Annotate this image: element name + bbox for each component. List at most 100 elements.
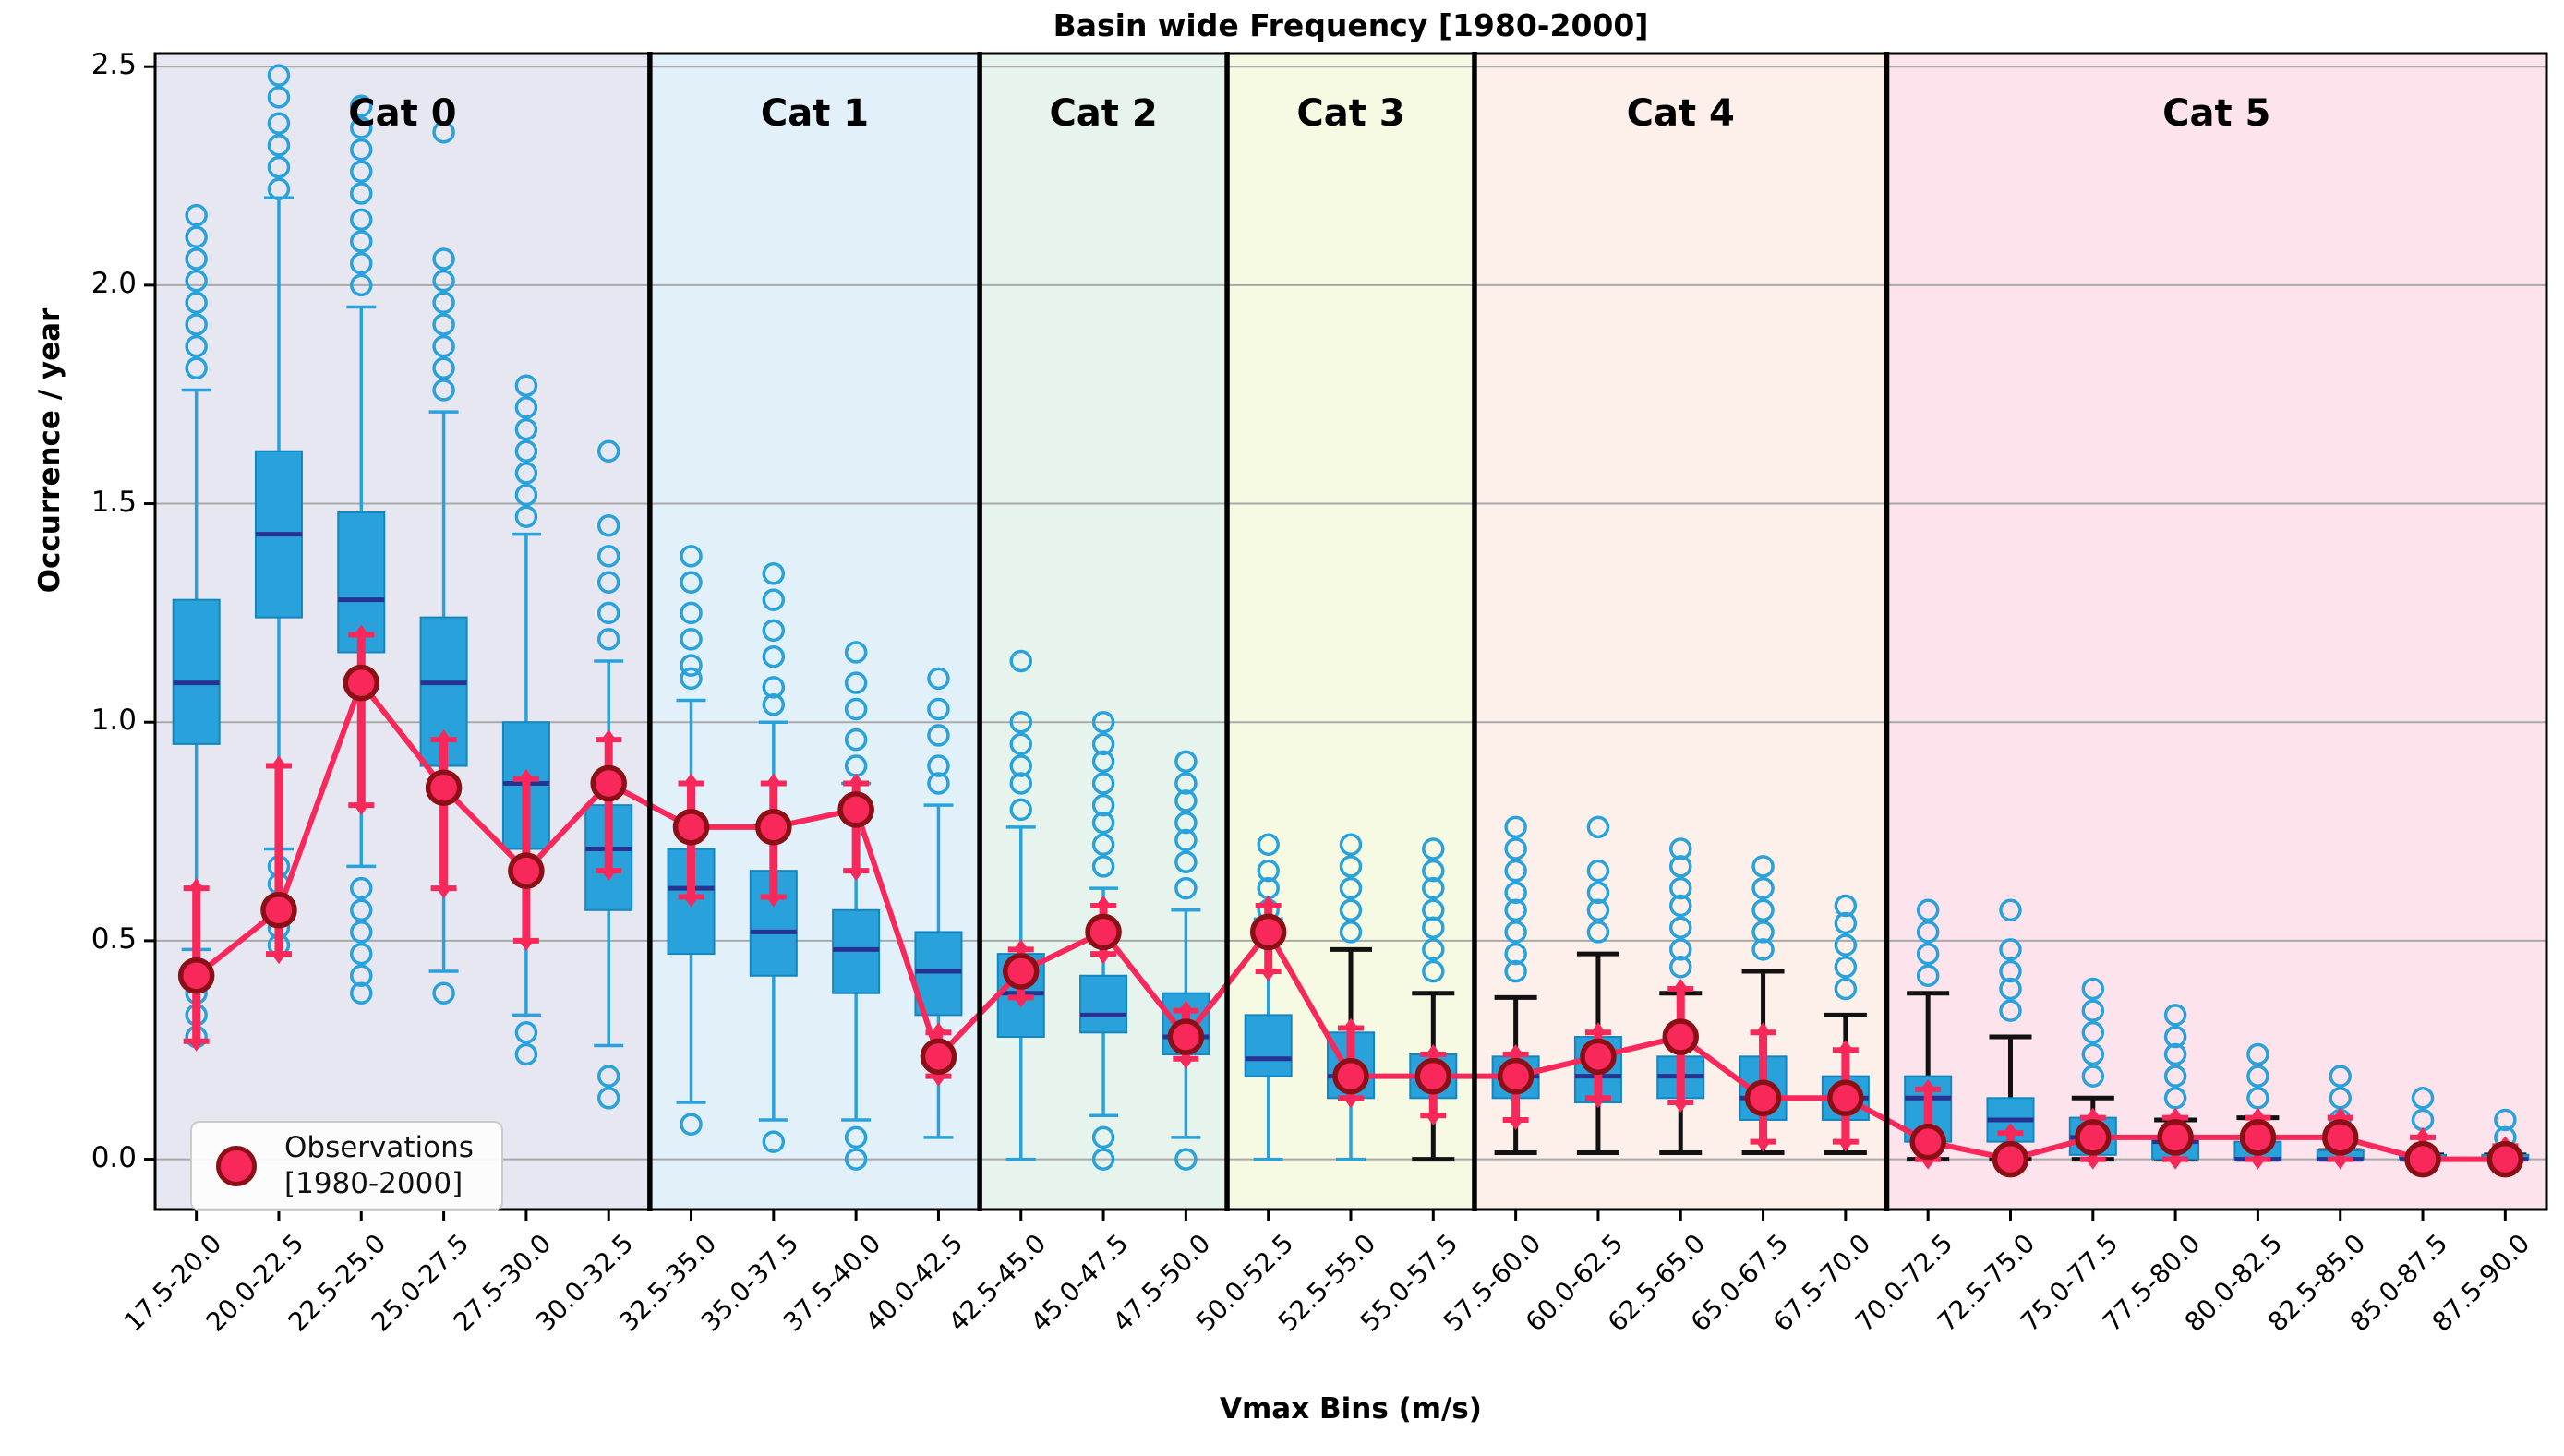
outlier-point <box>514 505 538 528</box>
outlier-point <box>1834 933 1858 957</box>
outlier-point <box>680 654 703 677</box>
outlier-point <box>1668 837 1692 860</box>
obs-marker <box>260 892 297 929</box>
y-axis-label: Occurrence / year <box>33 307 66 594</box>
outlier-point <box>514 1042 538 1066</box>
outlier-point <box>267 86 291 109</box>
outlier-point <box>267 177 291 200</box>
outlier-point <box>596 513 620 537</box>
outlier-point <box>927 754 950 777</box>
category-label-cat1: Cat 1 <box>760 92 870 135</box>
obs-errorbar-arrow-bottom <box>1590 1098 1606 1109</box>
outlier-point <box>2163 1065 2187 1088</box>
obs-errorbar-arrow-bottom <box>1013 997 1029 1008</box>
outlier-point <box>1668 938 1692 961</box>
obs-marker <box>1744 1079 1782 1117</box>
obs-marker <box>2486 1140 2524 1178</box>
outlier-point <box>514 483 538 507</box>
outlier-point <box>1834 911 1858 935</box>
outlier-point <box>1174 1148 1198 1171</box>
outlier-point <box>350 230 373 253</box>
outlier-point <box>1009 710 1033 734</box>
outlier-point <box>185 269 208 293</box>
obs-errorbar-arrow-top <box>2415 1126 2431 1137</box>
obs-errorbar-arrow-bottom <box>354 805 369 816</box>
outlier-point <box>350 160 373 184</box>
obs-errorbar-arrow-bottom <box>1178 1058 1194 1069</box>
obs-errorbar-arrow-top <box>1837 1040 1853 1051</box>
obs-errorbar-arrow-bottom <box>2168 1159 2184 1170</box>
outlier-point <box>1174 850 1198 873</box>
outlier-point <box>844 1148 868 1171</box>
outlier-point <box>2081 1021 2105 1044</box>
outlier-point <box>185 225 208 249</box>
outlier-point <box>185 334 208 358</box>
obs-marker <box>2157 1119 2194 1156</box>
legend-line1: Observations <box>284 1131 474 1164</box>
band-cat0 <box>155 54 650 1209</box>
outlier-point <box>2329 1065 2352 1088</box>
category-label-cat2: Cat 2 <box>1049 92 1158 135</box>
box <box>1079 974 1128 1034</box>
observations-marker-icon <box>216 1145 257 1186</box>
outlier-point <box>1091 772 1115 795</box>
obs-errorbar-arrow-bottom <box>765 896 781 908</box>
outlier-point <box>1834 956 1858 979</box>
outlier-point <box>1999 898 2022 922</box>
category-label-cat5: Cat 5 <box>2162 92 2271 135</box>
outlier-point <box>432 334 455 358</box>
outlier-point <box>1999 999 2022 1022</box>
outlier-point <box>927 724 950 747</box>
outlier-point <box>1339 833 1363 857</box>
outlier-point <box>927 697 950 721</box>
outlier-point <box>1999 938 2022 961</box>
outlier-point <box>185 356 208 380</box>
outlier-point <box>680 1113 703 1136</box>
outlier-point <box>680 601 703 625</box>
outlier-point <box>1586 881 1610 905</box>
obs-marker <box>837 791 874 828</box>
outlier-point <box>267 112 291 135</box>
outlier-point <box>1091 710 1115 734</box>
obs-marker <box>1003 953 1040 990</box>
obs-errorbar-arrow-bottom <box>683 896 699 908</box>
outlier-point <box>1504 837 1527 860</box>
box <box>172 598 221 745</box>
outlier-point <box>514 439 538 463</box>
outlier-point <box>350 138 373 162</box>
obs-marker <box>1414 1057 1452 1095</box>
outlier-point <box>927 667 950 691</box>
obs-errorbar-arrow-bottom <box>518 940 534 951</box>
obs-marker <box>425 769 463 806</box>
outlier-point <box>1091 833 1115 857</box>
obs-marker <box>2239 1119 2277 1156</box>
outlier-point <box>1834 977 1858 1001</box>
outlier-point <box>1339 855 1363 878</box>
outlier-point <box>1009 649 1033 673</box>
outlier-point <box>1009 732 1033 756</box>
outlier-point <box>1091 811 1115 835</box>
obs-marker <box>2404 1140 2441 1178</box>
outlier-point <box>514 374 538 397</box>
obs-marker <box>343 664 380 702</box>
outlier-point <box>350 942 373 966</box>
obs-errorbar-arrow-bottom <box>271 954 286 965</box>
obs-errorbar-arrow-top <box>1426 1043 1441 1054</box>
category-label-cat3: Cat 3 <box>1296 92 1405 135</box>
y-tick-label: 2.5 <box>90 48 137 82</box>
obs-marker <box>1497 1057 1535 1095</box>
outlier-point <box>432 291 455 315</box>
outlier-point <box>514 1021 538 1044</box>
band-cat5 <box>1886 54 2546 1209</box>
obs-errorbar-arrow-top <box>683 773 699 784</box>
outlier-point <box>432 247 455 271</box>
obs-errorbar-arrow-top <box>1013 939 1029 950</box>
outlier-point <box>2081 1065 2105 1088</box>
outlier-point <box>1091 732 1115 756</box>
obs-marker <box>1249 913 1287 951</box>
obs-marker <box>1909 1123 1946 1161</box>
outlier-point <box>432 981 455 1005</box>
obs-errorbar-arrow-top <box>2250 1107 2266 1118</box>
obs-errorbar-arrow-top <box>849 773 864 784</box>
obs-marker <box>672 809 710 846</box>
